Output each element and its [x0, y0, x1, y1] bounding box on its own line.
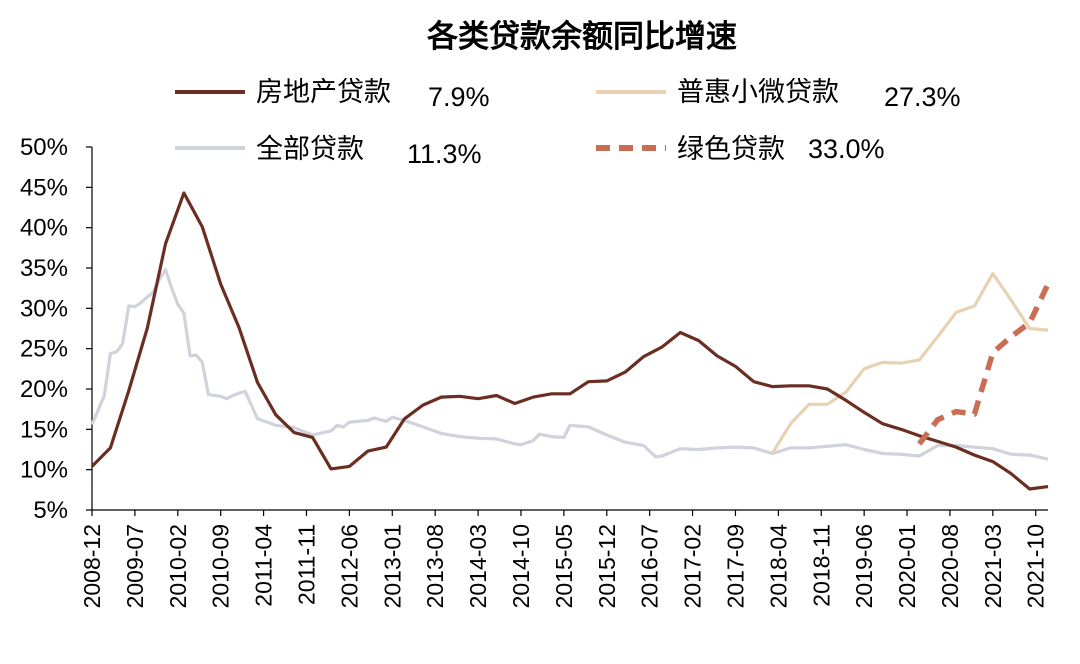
y-tick-label: 10%	[20, 457, 68, 484]
x-tick-label: 2021-10	[1023, 524, 1049, 608]
x-tick-label: 2008-12	[79, 524, 105, 608]
x-tick-label: 2020-01	[894, 524, 920, 608]
x-tick-label: 2013-01	[379, 524, 405, 608]
series-line-0	[90, 191, 1049, 491]
legend-item-inclusive-small: 普惠小微贷款 27.3%	[596, 77, 961, 112]
legend-label-real-estate: 房地产贷款	[256, 77, 391, 107]
x-tick-label: 2017-02	[680, 524, 706, 608]
x-tick-label: 2011-04	[251, 524, 277, 607]
legend-label-total-loans: 全部贷款	[256, 134, 364, 164]
x-tick-label: 2016-07	[637, 524, 663, 608]
y-tick-label: 35%	[20, 255, 68, 282]
y-tick-label: 40%	[20, 215, 68, 242]
x-tick-label: 2012-06	[336, 524, 362, 608]
y-axis: 5% 10% 15% 20% 25% 30% 35% 40% 45% 50%	[20, 134, 93, 524]
x-tick-label: 2010-02	[165, 524, 191, 608]
y-tick-label: 50%	[20, 134, 68, 161]
legend-value-inclusive-small: 27.3%	[884, 82, 961, 112]
x-tick-label: 2014-03	[465, 524, 491, 608]
series-layer	[90, 191, 1051, 491]
y-tick-label: 30%	[20, 295, 68, 322]
x-tick-label: 2015-12	[594, 524, 620, 608]
legend-item-total-loans: 全部贷款 11.3%	[175, 134, 482, 169]
series-line-2	[90, 268, 1049, 461]
x-tick-label: 2009-07	[122, 524, 148, 608]
legend-item-green-loans: 绿色贷款 33.0%	[596, 134, 885, 164]
legend-value-total-loans: 11.3%	[407, 139, 482, 169]
x-tick-label: 2014-10	[508, 524, 534, 608]
x-tick-label: 2013-08	[422, 524, 448, 608]
x-tick-label: 2011-11	[293, 524, 319, 605]
y-tick-label: 45%	[20, 174, 68, 201]
x-tick-label: 2018-11	[808, 524, 834, 607]
y-tick-label: 5%	[33, 497, 68, 524]
x-tick-label: 2018-04	[765, 524, 791, 609]
y-tick-label: 25%	[20, 336, 68, 363]
legend: 房地产贷款 7.9% 普惠小微贷款 27.3% 全部贷款 11.3% 绿色贷款 …	[175, 77, 961, 169]
chart-title: 各类贷款余额同比增速	[426, 19, 737, 54]
legend-value-real-estate: 7.9%	[428, 82, 490, 112]
x-tick-label: 2015-05	[551, 524, 577, 608]
legend-label-inclusive-small: 普惠小微贷款	[677, 77, 839, 107]
y-tick-label: 20%	[20, 376, 68, 403]
x-tick-label: 2020-08	[937, 524, 963, 608]
x-tick-label: 2010-09	[208, 524, 234, 608]
x-tick-label: 2021-03	[980, 524, 1006, 608]
x-tick-label: 2017-09	[722, 524, 748, 608]
y-tick-label: 15%	[20, 416, 68, 443]
series-line-3	[917, 282, 1051, 446]
legend-label-green-loans: 绿色贷款	[677, 134, 785, 164]
x-tick-label: 2019-06	[851, 524, 877, 608]
series-line-1	[770, 272, 1049, 455]
legend-item-real-estate: 房地产贷款 7.9%	[175, 77, 490, 112]
x-axis: 2008-12 2009-07 2010-02 2010-09 2011-04 2011-…	[79, 509, 1049, 609]
legend-value-green-loans: 33.0%	[808, 134, 885, 164]
